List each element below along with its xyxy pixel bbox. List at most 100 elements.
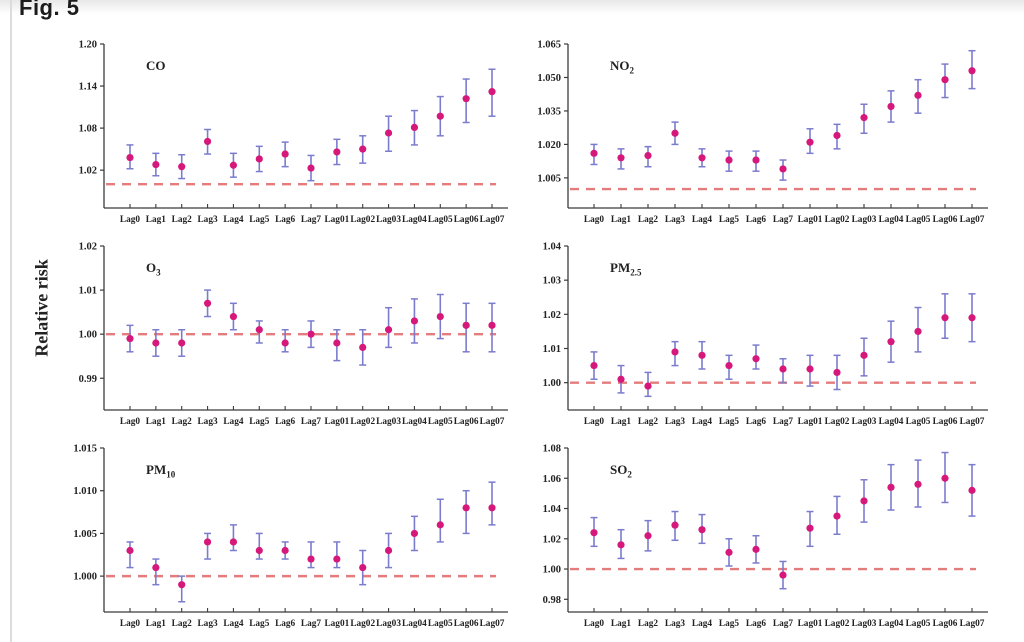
- error-bar: [462, 489, 470, 535]
- x-tick-label: Lag5: [719, 619, 739, 629]
- data-point: [887, 338, 895, 346]
- data-point: [410, 317, 419, 325]
- data-point: [410, 529, 419, 538]
- data-point: [590, 361, 598, 370]
- x-tick-label: Lag1: [146, 417, 166, 427]
- data-point: [644, 382, 652, 390]
- data-point: [359, 343, 367, 351]
- data-point: [779, 571, 787, 579]
- data-point: [968, 67, 976, 75]
- x-tick-label: Lag04: [879, 215, 904, 225]
- y-tick-label: 1.00: [543, 378, 561, 389]
- x-tick-label: Lag02: [825, 417, 850, 427]
- x-tick-label: Lag1: [146, 215, 166, 225]
- data-point: [806, 365, 814, 373]
- data-point: [126, 546, 134, 555]
- y-tick-label: 1.14: [79, 82, 98, 93]
- y-tick-label: 1.02: [79, 242, 97, 253]
- x-tick-label: Lag07: [960, 417, 985, 427]
- x-tick-label: Lag2: [638, 215, 658, 225]
- y-tick-label: 1.010: [73, 486, 97, 497]
- x-tick-label: Lag06: [454, 417, 479, 427]
- x-tick-label: Lag3: [665, 215, 685, 225]
- x-tick-label: Lag1: [611, 619, 631, 629]
- x-tick-label: Lag7: [301, 215, 321, 225]
- data-point: [384, 546, 393, 555]
- data-point: [359, 145, 367, 153]
- x-tick-label: Lag02: [825, 215, 850, 225]
- data-point: [644, 151, 652, 160]
- data-point: [333, 555, 341, 563]
- x-tick-label: Lag3: [665, 417, 685, 427]
- data-point: [410, 123, 419, 132]
- so2-plot: 1.08 1.06 1.04 1.02 1.00 0.98 Lag0 Lag1 Lag2 Lag3…: [543, 444, 988, 629]
- x-tick-label: Lag0: [584, 417, 604, 427]
- x-tick-label: Lag0: [120, 215, 140, 225]
- data-point: [229, 312, 238, 321]
- subplot-title: NO2: [610, 58, 635, 76]
- data-point: [914, 91, 922, 99]
- x-tick-label: Lag03: [852, 417, 877, 427]
- subplot-title: PM2.5: [610, 260, 642, 278]
- x-tick-label: Lag07: [960, 215, 985, 225]
- data-point: [698, 351, 706, 359]
- y-tick-label: 1.00: [543, 565, 561, 576]
- data-point: [806, 524, 814, 532]
- x-tick-label: Lag0: [120, 619, 140, 629]
- data-point: [178, 163, 186, 171]
- x-tick-label: Lag06: [454, 215, 479, 225]
- x-tick-label: Lag3: [665, 619, 685, 629]
- data-point: [307, 164, 315, 172]
- o3-plot: 1.02 1.01 1.00 0.99 Lag0 Lag1 Lag2 Lag3 Lag4 Lag5…: [79, 242, 508, 427]
- x-tick-label: Lag6: [746, 619, 766, 629]
- x-tick-label: Lag6: [275, 417, 295, 427]
- data-point: [462, 321, 470, 329]
- data-point: [152, 160, 160, 169]
- y-tick-label: 1.050: [537, 73, 561, 84]
- error-bar: [152, 558, 160, 586]
- data-point: [255, 546, 263, 555]
- x-tick-label: Lag7: [301, 619, 321, 629]
- data-point: [725, 548, 733, 556]
- data-point: [887, 483, 895, 491]
- x-tick-label: Lag02: [350, 619, 375, 629]
- x-tick-label: Lag3: [197, 417, 217, 427]
- data-point: [281, 150, 289, 158]
- x-tick-label: Lag5: [719, 215, 739, 225]
- x-tick-label: Lag04: [402, 619, 427, 629]
- subplot-title: PM10: [146, 462, 176, 480]
- data-point: [359, 563, 367, 572]
- x-tick-label: Lag0: [584, 619, 604, 629]
- y-tick-label: 1.02: [79, 166, 97, 177]
- figure-label: Fig. 5: [19, 0, 80, 20]
- data-point: [488, 504, 496, 512]
- data-point: [281, 339, 289, 347]
- data-point: [126, 153, 134, 162]
- x-tick-label: Lag04: [402, 215, 427, 225]
- y-tick-label: 1.02: [543, 534, 561, 545]
- data-point: [941, 474, 949, 482]
- x-tick-label: Lag0: [120, 417, 140, 427]
- data-point: [255, 155, 263, 163]
- data-point: [833, 368, 841, 377]
- page-top-border: [0, 0, 1024, 14]
- error-bar: [229, 524, 237, 552]
- y-tick-label: 1.20: [79, 40, 97, 51]
- error-bar: [178, 575, 186, 603]
- x-tick-label: Lag01: [798, 215, 823, 225]
- y-tick-label: 1.03: [543, 276, 561, 287]
- x-tick-label: Lag01: [324, 215, 349, 225]
- x-tick-label: Lag05: [906, 619, 931, 629]
- x-tick-label: Lag4: [692, 417, 712, 427]
- x-tick-label: Lag6: [275, 619, 295, 629]
- data-point: [333, 339, 341, 347]
- x-tick-label: Lag06: [454, 619, 479, 629]
- x-tick-label: Lag4: [223, 215, 243, 225]
- subplot-co: 1.20 1.14 1.08 1.02 Lag0 Lag1 Lag2 Lag3 Lag4 Lag5…: [58, 36, 516, 234]
- x-tick-label: Lag5: [249, 417, 269, 427]
- x-tick-label: Lag5: [249, 619, 269, 629]
- data-point: [229, 161, 238, 169]
- x-tick-label: Lag06: [933, 417, 958, 427]
- data-point: [752, 355, 760, 363]
- data-point: [229, 538, 238, 546]
